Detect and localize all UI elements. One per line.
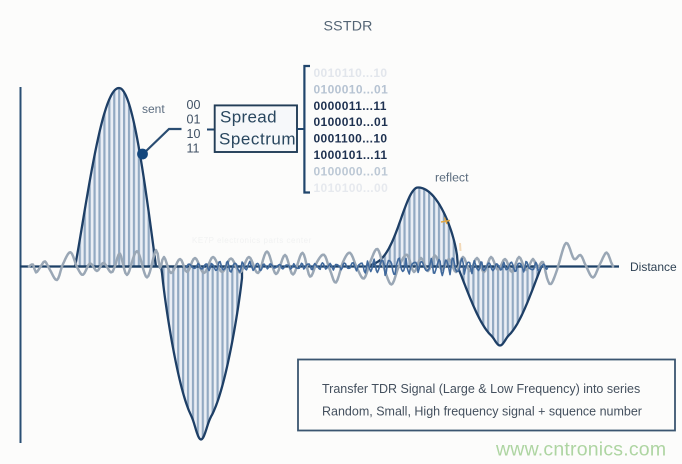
svg-text:SSTDR: SSTDR [324,19,373,35]
svg-text:KE7P electronics parts center: KE7P electronics parts center [192,236,312,245]
svg-text:reflect: reflect [435,171,469,185]
svg-text:11: 11 [187,142,200,156]
svg-text:1000101...11: 1000101...11 [314,148,388,162]
svg-text:Distance: Distance [630,260,677,274]
svg-text:0100010...01: 0100010...01 [314,82,389,96]
svg-text:Random, Small, High frequency: Random, Small, High frequency signal + s… [322,405,642,419]
svg-text:0100000...01: 0100000...01 [314,164,389,178]
svg-text:Transfer TDR Signal (Large & L: Transfer TDR Signal (Large & Low Frequen… [322,382,640,396]
svg-text:www.cntronics.com: www.cntronics.com [495,439,666,461]
svg-text:00: 00 [187,98,201,112]
svg-text:Spread: Spread [220,107,277,126]
svg-text:Spectrum: Spectrum [219,130,296,149]
svg-text:0010110...10: 0010110...10 [314,66,388,80]
svg-text:0100010...01: 0100010...01 [314,115,389,129]
svg-text:0001100...10: 0001100...10 [314,132,388,146]
svg-text:01: 01 [187,113,201,127]
svg-text:0000011...11: 0000011...11 [314,99,387,113]
svg-text:1010100...00: 1010100...00 [314,181,389,195]
svg-text:10: 10 [187,127,201,141]
svg-text:sent: sent [142,102,165,116]
